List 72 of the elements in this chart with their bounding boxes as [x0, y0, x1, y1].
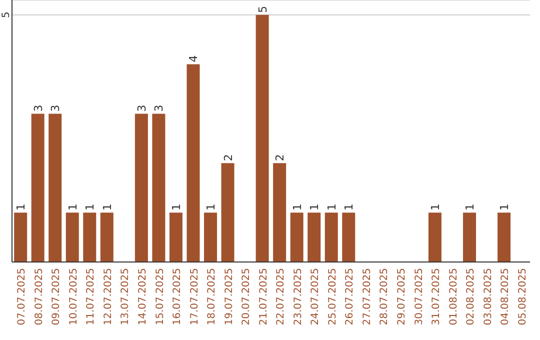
x-tick-label: 30.07.2025 — [414, 268, 425, 326]
x-tick-label: 10.07.2025 — [68, 268, 80, 326]
x-tick-label: 28.07.2025 — [379, 268, 390, 326]
x-tick-label: 25.07.2025 — [327, 268, 338, 326]
x-tick-label: 16.07.2025 — [172, 268, 184, 326]
x-tick-label: 18.07.2025 — [206, 268, 218, 326]
data-label: 4 — [187, 55, 200, 62]
x-tick-label: 17.07.2025 — [189, 268, 200, 326]
x-tick-label: 15.07.2025 — [154, 268, 166, 326]
bar — [273, 163, 286, 262]
bar — [186, 64, 200, 262]
x-tick-label: 24.07.2025 — [310, 268, 322, 326]
data-label: 2 — [222, 154, 235, 162]
bar — [324, 212, 338, 262]
bar — [498, 212, 511, 262]
bar — [48, 114, 62, 262]
data-label: 1 — [84, 204, 97, 211]
x-tick-label: 07.07.2025 — [16, 268, 28, 326]
bar — [14, 212, 28, 262]
x-tick-label: 09.07.2025 — [51, 268, 62, 326]
data-label: 1 — [170, 204, 183, 211]
bar — [152, 114, 166, 262]
data-label: 3 — [135, 104, 148, 112]
data-label: 3 — [32, 104, 45, 112]
bar — [428, 212, 442, 262]
data-label: 1 — [464, 204, 477, 211]
x-tick-label: 19.07.2025 — [224, 268, 235, 326]
bar — [169, 212, 182, 262]
x-tick-label: 13.07.2025 — [120, 268, 132, 326]
bar — [221, 163, 234, 262]
data-label: 3 — [152, 104, 166, 112]
data-label: 1 — [498, 204, 512, 211]
data-label: 1 — [428, 204, 442, 211]
bar — [308, 212, 321, 262]
data-label: 1 — [100, 204, 114, 211]
x-tick-label: 20.07.2025 — [241, 268, 252, 326]
x-tick-label: 04.08.2025 — [500, 268, 512, 326]
data-label: 1 — [14, 204, 28, 211]
x-tick-label: 23.07.2025 — [292, 268, 304, 326]
bar — [83, 212, 96, 262]
data-label: 5 — [256, 6, 270, 13]
data-label: 1 — [342, 204, 356, 211]
x-tick-label: 03.08.2025 — [482, 268, 494, 326]
x-tick-label: 21.07.2025 — [258, 268, 270, 326]
x-tick-label: 27.07.2025 — [362, 268, 373, 326]
bar — [31, 114, 44, 262]
x-tick-label: 31.07.2025 — [431, 268, 442, 326]
x-tick-label: 12.07.2025 — [102, 268, 114, 326]
data-label: 2 — [274, 154, 287, 162]
bar — [290, 212, 304, 262]
data-label: 1 — [204, 204, 218, 211]
x-tick-label: 26.07.2025 — [344, 268, 356, 326]
x-tick-label: 02.08.2025 — [466, 268, 477, 326]
data-label: 3 — [49, 104, 62, 112]
bar — [204, 212, 218, 262]
bar — [463, 212, 476, 262]
x-tick-label: 22.07.2025 — [276, 268, 287, 326]
data-label: 1 — [308, 204, 322, 211]
data-label: 1 — [325, 204, 338, 211]
x-tick-label: 29.07.2025 — [396, 268, 408, 326]
bar — [100, 212, 114, 262]
bar — [256, 14, 269, 262]
x-tick-label: 14.07.2025 — [138, 268, 148, 326]
x-tick-label: 01.08.2025 — [448, 268, 460, 326]
x-tick-label: 05.08.2025 — [517, 268, 528, 326]
x-tick-label: 11.07.2025 — [86, 268, 97, 326]
bar — [134, 114, 148, 262]
bar — [66, 212, 79, 262]
data-label: 1 — [290, 204, 304, 211]
bar — [342, 212, 356, 262]
x-tick-label: 08.07.2025 — [34, 268, 45, 326]
data-label: 1 — [66, 204, 80, 211]
